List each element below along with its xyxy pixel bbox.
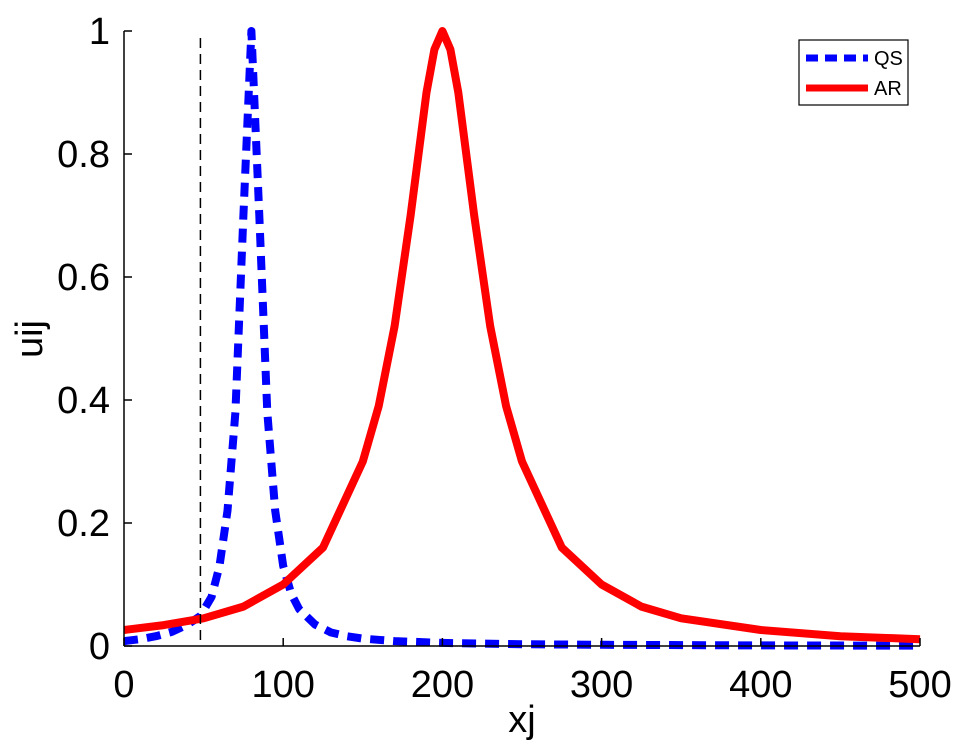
y-axis-label: uij [9,320,51,358]
y-tick-label-0: 0 [89,626,110,668]
axes-layer: 0 100 200 300 400 500 0 0.2 0.4 0.6 0.8 1 [57,11,952,706]
series-line-qs [123,27,921,650]
y-tick-label-0.2: 0.2 [57,503,110,545]
x-axis-label: xj [508,699,535,741]
y-tick-label-1: 1 [89,11,110,53]
legend: QS AR [798,39,909,106]
y-tick-label-0.8: 0.8 [57,134,110,176]
series-layer [123,27,921,650]
series-line-ar [123,27,921,644]
y-tick-label-0.6: 0.6 [57,257,110,299]
x-tick-label-400: 400 [729,664,792,706]
x-tick-label-500: 500 [888,664,951,706]
x-tick-label-300: 300 [570,664,633,706]
x-tick-label-0: 0 [113,664,134,706]
x-tick-label-100: 100 [251,664,314,706]
legend-label-qs: QS [874,48,903,70]
legend-label-ar: AR [874,78,902,100]
y-tick-label-0.4: 0.4 [57,380,110,422]
legend-box [798,39,909,106]
x-tick-label-200: 200 [411,664,474,706]
